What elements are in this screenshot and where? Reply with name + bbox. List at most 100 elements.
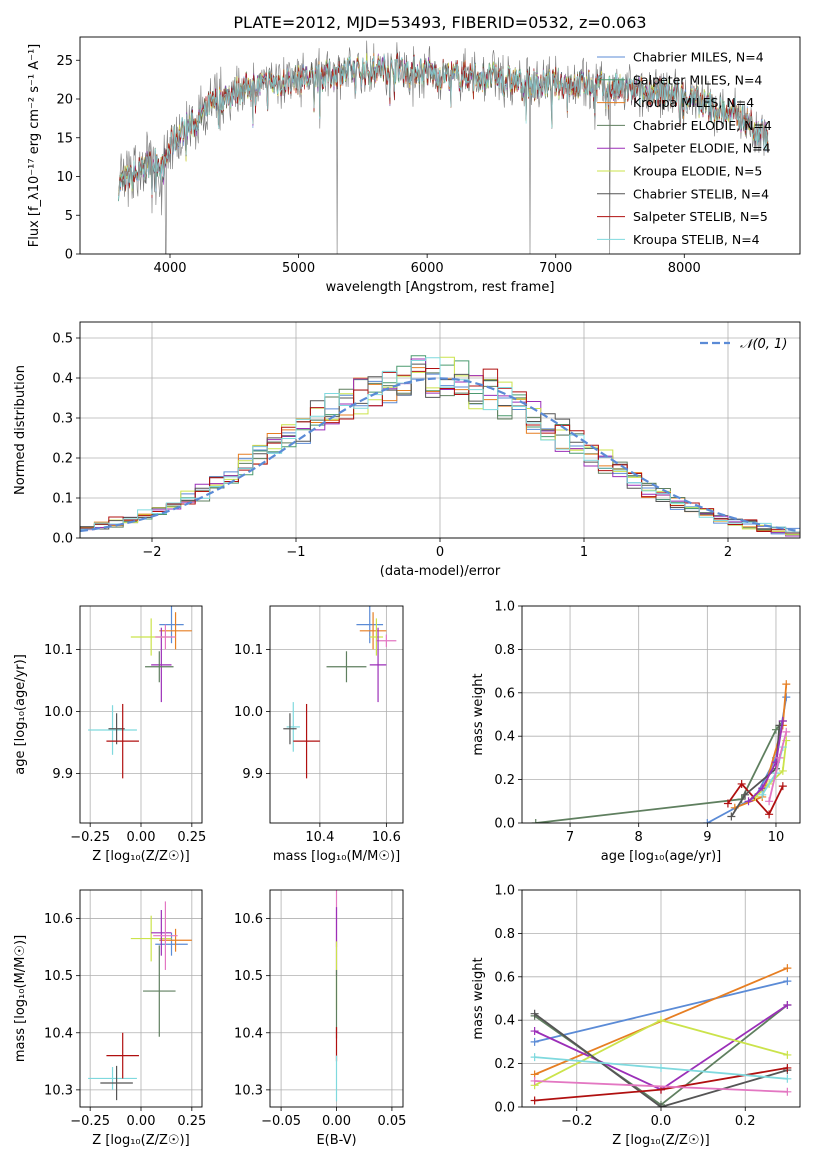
x-tick-label: 0.05 [377, 1114, 406, 1129]
errorbar-point [376, 634, 397, 647]
weight-marker [530, 1037, 539, 1046]
y-axis-label: age [log₁₀(age/yr)] [13, 654, 28, 775]
weight-marker [530, 1053, 539, 1062]
y-tick-label: 15 [56, 131, 73, 146]
weight-marker [737, 779, 746, 788]
errorbar-point [286, 702, 300, 752]
weight-marker [530, 1096, 539, 1105]
legend-entry: Salpeter ELODIE, N=4 [633, 141, 771, 156]
x-axis-label: E(B-V) [316, 1133, 356, 1148]
y-tick-label: 10.3 [44, 1083, 73, 1098]
panel-spectrum: 4000 5000 6000 7000 8000 0 5 10 15 20 25 wavelength… [27, 36, 801, 295]
plot-residuals [80, 355, 800, 538]
y-tick-label: 0 [65, 248, 73, 263]
weight-marker [782, 680, 791, 689]
axes-frame [269, 889, 404, 1108]
weight-marker [765, 797, 774, 806]
y-tick-label: 10.3 [234, 1083, 263, 1098]
plot-weight_vs_age [531, 680, 791, 823]
x-tick-label: −0.05 [261, 1114, 301, 1129]
errorbar-point [153, 901, 178, 970]
y-tick-label: 1.0 [494, 884, 515, 899]
errorbar-point [369, 627, 387, 703]
errorbar-point [155, 932, 188, 956]
legend-entry: Kroupa STELIB, N=4 [633, 232, 760, 247]
x-axis-label: (data-model)/error [380, 564, 501, 579]
gaussian-curve [80, 377, 800, 533]
errorbar-point [88, 705, 137, 755]
errorbar-point [369, 618, 384, 656]
x-tick-label: 0.00 [127, 1114, 156, 1129]
errorbar-point [151, 627, 172, 703]
y-tick-label: 10.4 [234, 1026, 263, 1041]
weight-marker [723, 799, 732, 808]
weight-marker [765, 810, 774, 819]
spectrum-legend: Chabrier MILES, N=4 Salpeter MILES, N=4 Kr… [597, 50, 772, 247]
figure-title: PLATE=2012, MJD=53493, FIBERID=0532, z=0… [233, 13, 646, 32]
weight-marker [778, 782, 787, 791]
y-tick-label: 0.1 [52, 492, 73, 507]
axes-frame [521, 889, 801, 1108]
weight-marker [758, 790, 767, 799]
x-tick-label: 1 [580, 545, 588, 560]
y-tick-label: 0.3 [52, 412, 73, 427]
errorbar-point [326, 651, 367, 683]
y-tick-label: 0.5 [52, 332, 73, 347]
axes-frame [521, 605, 801, 824]
axes-frame [269, 605, 404, 824]
errorbar-point [145, 651, 174, 683]
weight-marker [782, 727, 791, 736]
x-tick-label: 0.0 [651, 1114, 672, 1129]
y-tick-label: 0.6 [494, 970, 515, 985]
y-tick-label: 9.9 [52, 767, 73, 782]
errorbar-point [100, 1065, 133, 1101]
weight-marker [530, 1027, 539, 1036]
y-tick-label: 0.4 [494, 730, 515, 745]
legend-entry: Chabrier ELODIE, N=4 [633, 118, 772, 133]
errorbar-point [283, 713, 297, 745]
grid-mass_vs_Z [80, 890, 202, 1107]
weight-marker [657, 1063, 665, 1072]
y-tick-label: 0.0 [52, 532, 73, 547]
y-axis-label: mass weight [471, 957, 486, 1039]
weight-marker [783, 964, 792, 973]
weight-marker [783, 1063, 792, 1072]
x-tick-label: −0.2 [561, 1114, 593, 1129]
weight-marker [744, 797, 753, 806]
y-tick-label: 0.4 [494, 1014, 515, 1029]
errorbar-point [359, 612, 387, 650]
y-tick-label: 10.0 [234, 705, 263, 720]
axes-frame [79, 605, 203, 824]
panel-mass_vs_Z: −0.25 0.00 0.25 10.3 10.4 10.5 10.6 Z [log₁₀(Z/… [13, 889, 206, 1148]
x-tick-label: 7000 [539, 261, 572, 276]
axes-frame [79, 36, 801, 255]
residual-histogram [80, 357, 800, 538]
x-tick-label: 4000 [153, 261, 186, 276]
weight-marker [530, 1076, 539, 1085]
y-tick-label: 10.0 [44, 705, 73, 720]
grid-weight_vs_Z [522, 889, 800, 1108]
y-tick-label: 0.2 [494, 773, 515, 788]
y-tick-label: 5 [65, 209, 73, 224]
y-tick-label: 10.5 [234, 969, 263, 984]
x-tick-label: 0.00 [127, 830, 156, 845]
x-tick-label: 0.2 [735, 1114, 756, 1129]
errorbar-point [106, 703, 139, 779]
y-tick-label: 9.9 [242, 767, 263, 782]
y-tick-label: 10.6 [234, 912, 263, 927]
weight-marker [703, 819, 712, 823]
plot-weight_vs_Z [530, 964, 792, 1107]
weight-marker [783, 1001, 792, 1010]
x-tick-label: 2 [724, 545, 732, 560]
weight-line [534, 1012, 788, 1107]
weight-marker [741, 790, 750, 799]
weight-marker [783, 977, 792, 986]
x-tick-label: −2 [142, 545, 161, 560]
x-axis-label: Z [log₁₀(Z/Z☉)] [92, 849, 189, 864]
panel-mass_vs_EBV: −0.05 0.00 0.05 10.3 10.4 10.5 10.6 E(B-V) [234, 889, 406, 1148]
panel-residuals: −2 −1 0 1 2 0.0 0.1 0.2 0.3 0.4 0.5 (data-model)/er… [13, 321, 801, 579]
x-axis-label: mass [log₁₀(M/M☉)] [273, 849, 400, 864]
y-tick-label: 0.8 [494, 927, 515, 942]
weight-marker [531, 819, 540, 823]
